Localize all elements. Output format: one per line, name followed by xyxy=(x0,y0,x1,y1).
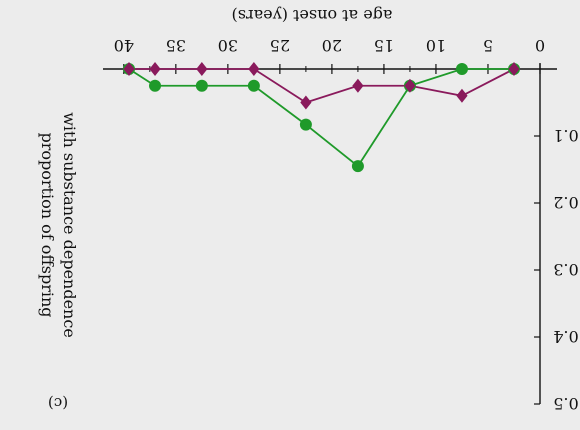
x-tick-label: 40 xyxy=(114,36,134,55)
x-tick-label: 20 xyxy=(322,36,342,55)
series-2-point xyxy=(196,62,208,76)
x-axis-title: age at onset (years) xyxy=(232,6,393,25)
series-2-point xyxy=(456,88,468,103)
x-tick-label: 15 xyxy=(374,36,394,55)
y-axis-title-line-1: proportion of offspring xyxy=(38,132,57,317)
series-2-point xyxy=(508,62,520,76)
series-1-point xyxy=(149,79,162,92)
chart-ticks: 0 5 10 15 20 25 30 35 40 0.1 0.2 0.3 0.4 0.5 xyxy=(114,36,579,413)
chart-labels: age at onset (years) proportion of offspr… xyxy=(38,6,392,412)
series-1-point xyxy=(195,79,208,92)
y-tick-label: 0.5 xyxy=(553,394,578,413)
series-1-line xyxy=(128,68,514,168)
series-2-point xyxy=(404,78,416,93)
x-tick-label: 10 xyxy=(426,36,446,55)
series-1-point xyxy=(299,118,312,131)
panel-label: (c) xyxy=(48,394,68,412)
series-2-point xyxy=(123,62,135,76)
series-2-point xyxy=(149,62,161,76)
series-2-point xyxy=(248,62,260,76)
y-tick-label: 0.4 xyxy=(553,327,578,346)
y-tick-label: 0.3 xyxy=(553,260,578,279)
series-1-point xyxy=(455,63,468,75)
y-tick-label: 0.1 xyxy=(553,126,578,145)
chart-axes xyxy=(103,63,557,404)
y-axis-title-line-2: with substance dependence xyxy=(60,112,79,338)
x-tick-label: 30 xyxy=(218,36,238,55)
x-tick-label: 5 xyxy=(483,36,493,55)
series-2-point xyxy=(300,95,312,110)
chart-series-markers xyxy=(123,62,520,173)
x-tick-label: 35 xyxy=(166,36,186,55)
series-1-point xyxy=(351,160,364,173)
chart-series-lines xyxy=(128,68,515,168)
x-tick-label: 25 xyxy=(270,36,290,55)
series-2-point xyxy=(352,78,364,93)
x-tick-label: 0 xyxy=(535,36,545,55)
y-tick-label: 0.2 xyxy=(553,193,578,212)
series-1-point xyxy=(247,79,260,92)
